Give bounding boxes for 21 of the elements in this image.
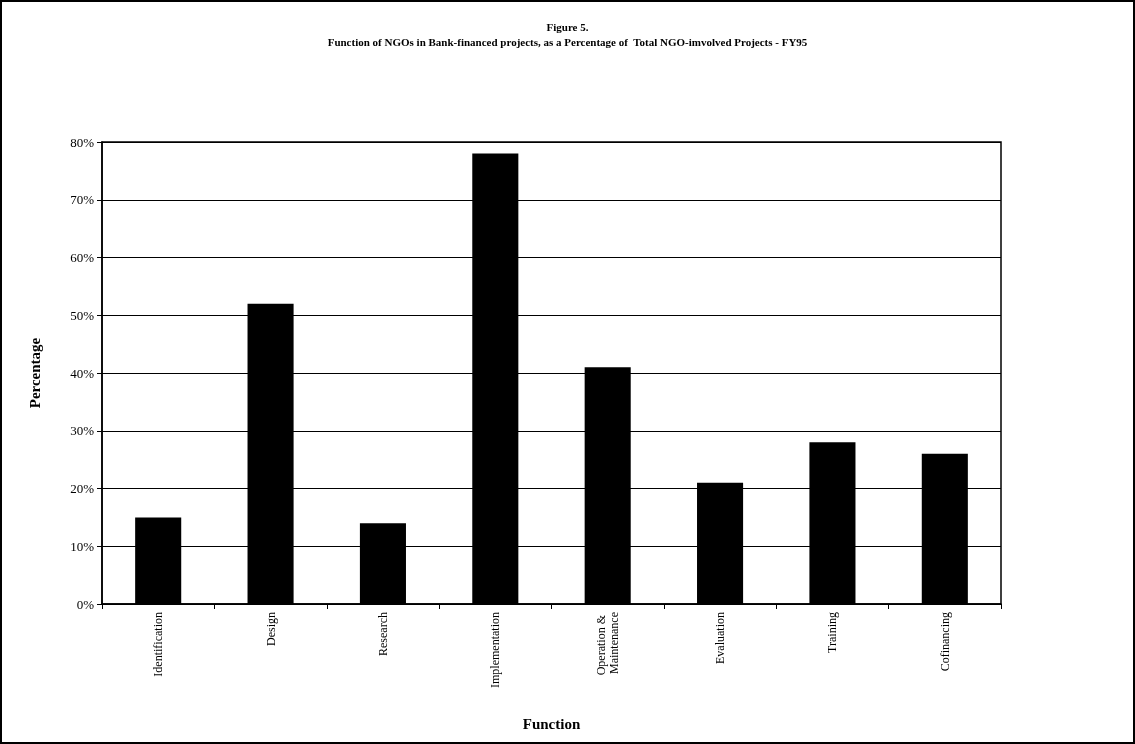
y-tick-label: 70% xyxy=(70,192,95,208)
x-tick-label: Operation & Maintenance xyxy=(594,612,622,676)
x-tick-label: Evaluation xyxy=(713,612,728,664)
y-tick-label: 0% xyxy=(76,596,95,612)
y-tick-label: 10% xyxy=(70,538,95,554)
y-axis-title: Percentage xyxy=(26,337,43,409)
x-tick-label: Design xyxy=(263,612,278,646)
x-tick-label: Cofinancing xyxy=(937,612,952,672)
y-tick-label: 30% xyxy=(70,423,95,439)
x-tick-label: Research xyxy=(375,612,390,656)
y-tick-label: 20% xyxy=(70,481,95,496)
y-tick-label: 40% xyxy=(70,365,95,381)
x-tick-label: Implementation xyxy=(488,612,503,688)
x-axis-title: Function xyxy=(522,715,581,732)
y-tick-label: 80% xyxy=(70,134,95,150)
chart-title: Figure 5. xyxy=(546,20,589,33)
y-tick-label: 50% xyxy=(70,307,95,323)
chart-subtitle: Function of NGOs in Bank-financed projects, as a Percentage of Total NGO-imvolved Projects - FY95 xyxy=(327,35,808,48)
y-tick-label: 60% xyxy=(70,250,95,265)
x-tick-label: Identification xyxy=(151,612,166,677)
x-tick-label: Training xyxy=(825,612,840,653)
